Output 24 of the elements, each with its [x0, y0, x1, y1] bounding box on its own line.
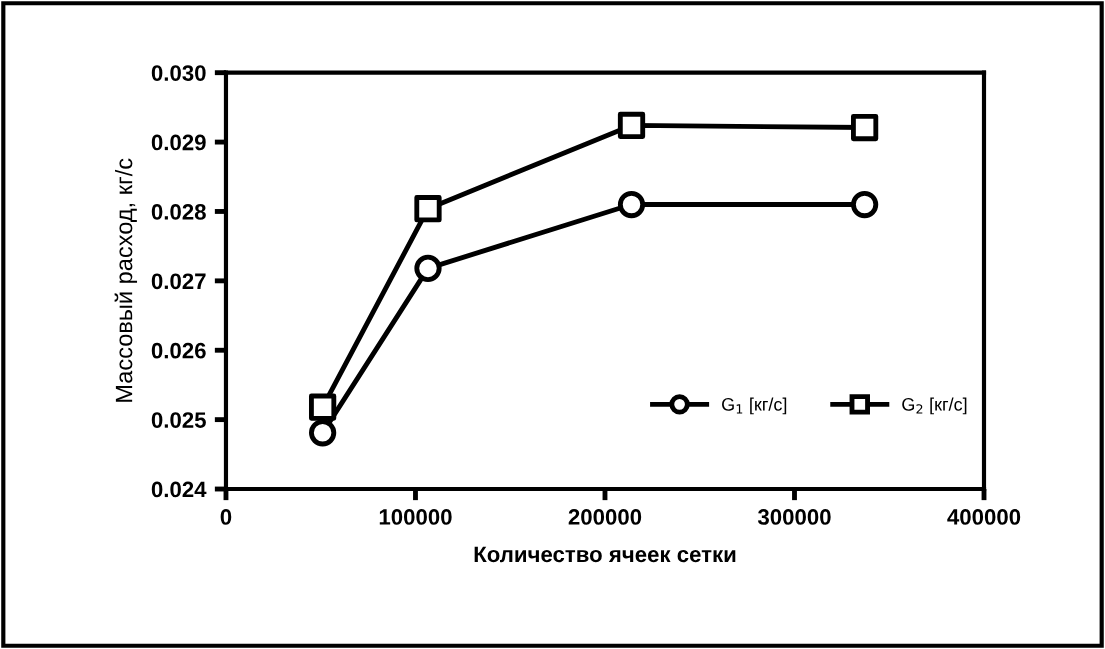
x-tick-label: 300000: [757, 509, 831, 525]
y-tick-label: 0.028: [151, 204, 206, 220]
point: [617, 190, 646, 219]
y-tick-label: 0.024: [151, 481, 207, 498]
point: [850, 113, 879, 142]
x-axis-title: Количество ячеек сетки: [474, 546, 736, 563]
point: [414, 254, 442, 282]
x-tick-label: 200000: [568, 509, 642, 525]
y-tick-label: 0.030: [151, 65, 206, 81]
point: [308, 419, 337, 447]
y-axis-title: Массовый расход, кг/с: [114, 158, 138, 402]
x-tick-label: 400000: [947, 509, 1021, 525]
point: [308, 393, 337, 421]
point: [850, 190, 879, 219]
point: [414, 195, 442, 223]
point: [617, 111, 646, 140]
legend-label: G$_{2}$ [кг/с]: [902, 397, 967, 415]
y-tick-label: 0.025: [151, 412, 206, 428]
x-tick-label: 0: [220, 509, 232, 525]
y-tick-label: 0.026: [151, 342, 206, 359]
x-tick-label: 100000: [379, 509, 452, 525]
legend-label: G$_{1}$ [кг/с]: [722, 397, 787, 415]
y-tick-label: 0.027: [151, 273, 206, 290]
y-tick-label: 0.029: [151, 134, 206, 151]
